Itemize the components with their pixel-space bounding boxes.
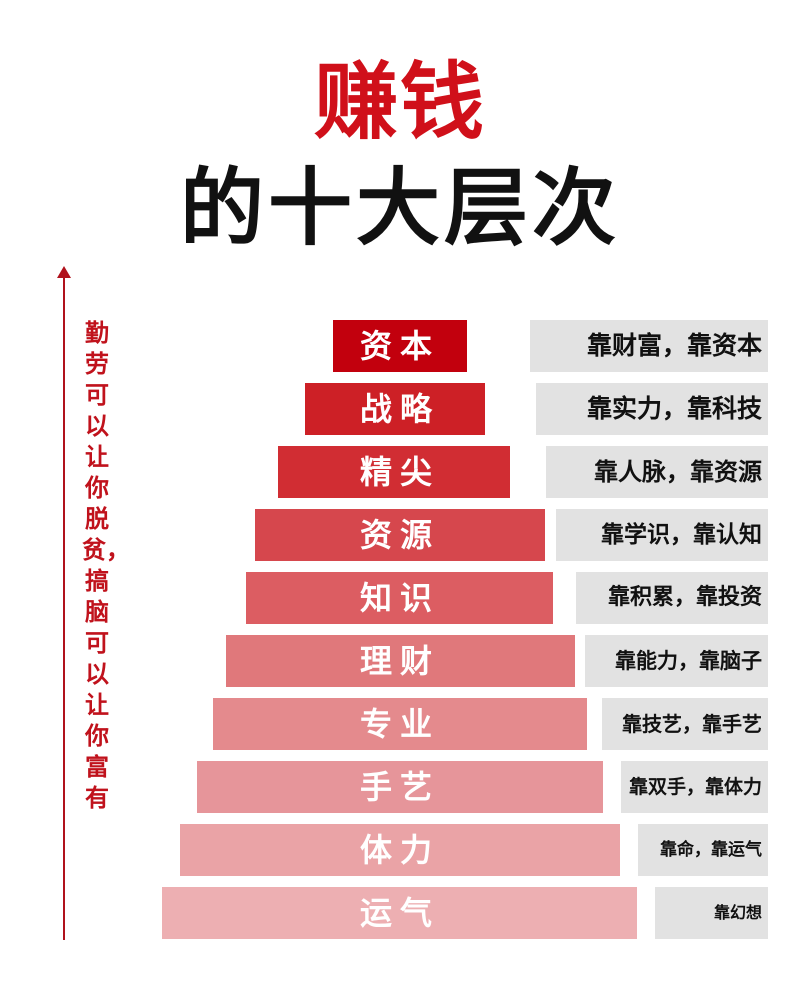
level-bar — [197, 761, 603, 813]
level-description: 靠积累，靠投资 — [576, 572, 768, 624]
level-description: 靠技艺，靠手艺 — [602, 698, 768, 750]
level-description: 靠人脉，靠资源 — [546, 446, 768, 498]
level-bar — [305, 383, 485, 435]
level-description: 靠能力，靠脑子 — [585, 635, 768, 687]
level-label: 战略 — [359, 390, 440, 428]
level-label: 体力 — [359, 831, 440, 869]
level-bar — [246, 572, 553, 624]
level-bar — [226, 635, 575, 687]
level-bar — [333, 320, 467, 372]
side-caption: 勤劳可以让你脱贫，搞脑可以让你富有 — [82, 319, 130, 812]
level-label: 手艺 — [359, 768, 440, 806]
level-label: 专业 — [359, 705, 440, 743]
level-label: 知识 — [359, 579, 440, 617]
level-description: 靠命，靠运气 — [638, 824, 768, 876]
level-description: 靠双手，靠体力 — [621, 761, 768, 813]
level-bar — [255, 509, 545, 561]
level-bar — [278, 446, 510, 498]
level-description: 靠实力，靠科技 — [536, 383, 768, 435]
level-bar — [162, 887, 637, 939]
level-label: 运气 — [359, 894, 440, 932]
level-label: 资源 — [359, 516, 440, 554]
level-bar — [213, 698, 587, 750]
level-description: 靠财富，靠资本 — [530, 320, 768, 372]
up-arrow-line — [63, 276, 65, 940]
arrow-up-icon — [57, 266, 71, 278]
level-label: 资本 — [359, 327, 440, 365]
level-description: 靠学识，靠认知 — [556, 509, 768, 561]
level-bar — [180, 824, 620, 876]
level-description: 靠幻想 — [655, 887, 768, 939]
title-main: 的十大层次 — [179, 159, 620, 257]
level-label: 理财 — [359, 642, 440, 680]
title-accent: 赚钱 — [313, 53, 486, 151]
level-label: 精尖 — [359, 453, 440, 491]
